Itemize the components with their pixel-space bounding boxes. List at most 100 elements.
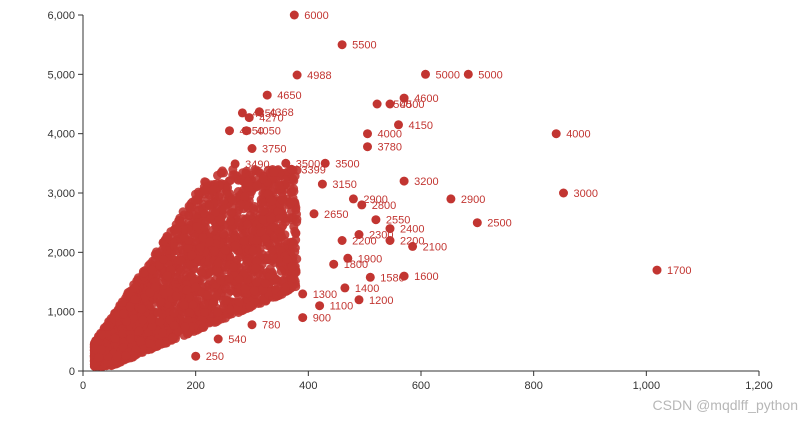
scatter-point xyxy=(248,225,258,235)
scatter-point xyxy=(159,255,168,264)
point-label: 2650 xyxy=(324,209,348,221)
scatter-point xyxy=(298,313,308,323)
point-label: 1100 xyxy=(330,301,354,313)
point-label: 4500 xyxy=(387,99,411,111)
point-label: 2900 xyxy=(363,194,387,206)
scatter-point xyxy=(463,69,473,79)
scatter-point xyxy=(252,236,262,245)
point-label: 3150 xyxy=(332,179,356,191)
scatter-point xyxy=(385,224,395,234)
scatter-point xyxy=(234,297,244,307)
scatter-point xyxy=(289,239,299,249)
scatter-point xyxy=(273,206,283,216)
scatter-point xyxy=(221,284,231,294)
watermark: CSDN @mqdlff_python xyxy=(652,397,798,413)
scatter-point xyxy=(248,246,258,256)
scatter-point xyxy=(226,208,236,218)
point-label: 2200 xyxy=(400,236,424,248)
scatter-point xyxy=(180,322,190,332)
scatter-point xyxy=(354,230,364,239)
point-label: 780 xyxy=(262,320,280,332)
scatter-point xyxy=(239,236,249,246)
scatter-point xyxy=(248,204,258,214)
scatter-point xyxy=(242,257,252,267)
point-label: 6000 xyxy=(304,10,328,22)
scatter-point xyxy=(271,285,281,295)
scatter-point xyxy=(261,279,270,288)
point-label: 3500 xyxy=(296,158,320,170)
scatter-point xyxy=(179,232,189,242)
scatter-point xyxy=(190,195,200,205)
scatter-point xyxy=(229,262,238,272)
scatter-point xyxy=(110,333,120,343)
scatter-point xyxy=(176,256,186,266)
scatter-point xyxy=(126,334,135,344)
scatter-point xyxy=(227,195,237,204)
scatter-point xyxy=(357,200,367,210)
scatter-point xyxy=(219,196,229,206)
point-label: 5500 xyxy=(352,40,376,52)
scatter-point xyxy=(147,301,156,311)
point-label: 5000 xyxy=(478,69,502,81)
scatter-point xyxy=(251,263,261,273)
scatter-point xyxy=(320,158,330,168)
point-label: 4000 xyxy=(566,129,590,141)
scatter-point xyxy=(211,291,221,300)
scatter-point xyxy=(652,265,662,275)
scatter-point xyxy=(230,159,240,169)
scatter-point xyxy=(183,243,193,253)
scatter-point xyxy=(363,142,372,152)
y-tick-label: 3,000 xyxy=(47,188,75,200)
scatter-point xyxy=(292,70,302,80)
scatter-point xyxy=(265,271,275,281)
point-label: 250 xyxy=(206,351,224,363)
scatter-point xyxy=(287,262,297,272)
scatter-point xyxy=(446,194,456,204)
scatter-point xyxy=(157,328,167,338)
point-label: 540 xyxy=(228,334,246,346)
scatter-point xyxy=(255,244,265,254)
x-tick-label: 600 xyxy=(412,380,430,392)
scatter-point xyxy=(258,206,268,216)
y-tick-label: 2,000 xyxy=(47,247,75,259)
scatter-point xyxy=(217,166,227,176)
scatter-point xyxy=(343,253,353,263)
scatter-point xyxy=(218,229,228,239)
scatter-point xyxy=(210,246,220,256)
scatter-point xyxy=(209,225,219,235)
scatter-point xyxy=(208,298,218,308)
scatter-point xyxy=(213,258,223,268)
point-label: 1580 xyxy=(380,272,404,284)
point-label: 4270 xyxy=(259,113,283,125)
scatter-point xyxy=(119,309,129,319)
scatter-point xyxy=(179,300,189,310)
scatter-point xyxy=(136,336,146,346)
scatter-point xyxy=(185,308,195,318)
scatter-point xyxy=(138,315,148,325)
scatter-point xyxy=(399,93,409,103)
scatter-point xyxy=(121,351,131,360)
scatter-point xyxy=(292,209,301,219)
scatter-point xyxy=(234,275,244,284)
scatter-point xyxy=(169,308,179,318)
point-label: 3500 xyxy=(335,158,359,170)
scatter-point xyxy=(200,307,209,317)
scatter-point xyxy=(363,129,372,139)
scatter-point xyxy=(187,250,197,260)
scatter-point xyxy=(185,203,195,213)
scatter-point xyxy=(240,191,250,201)
point-label: 4600 xyxy=(414,93,438,105)
scatter-point xyxy=(269,167,279,177)
scatter-point xyxy=(199,300,209,309)
points-layer xyxy=(89,10,662,371)
scatter-point xyxy=(274,181,284,190)
point-label: 3780 xyxy=(378,142,402,154)
point-label: 1400 xyxy=(355,283,379,295)
scatter-point xyxy=(215,275,225,285)
scatter-point xyxy=(348,194,358,204)
scatter-point xyxy=(256,227,266,237)
scatter-point xyxy=(225,126,234,136)
scatter-point xyxy=(225,216,235,226)
scatter-point xyxy=(155,339,165,349)
scatter-point xyxy=(130,295,140,304)
